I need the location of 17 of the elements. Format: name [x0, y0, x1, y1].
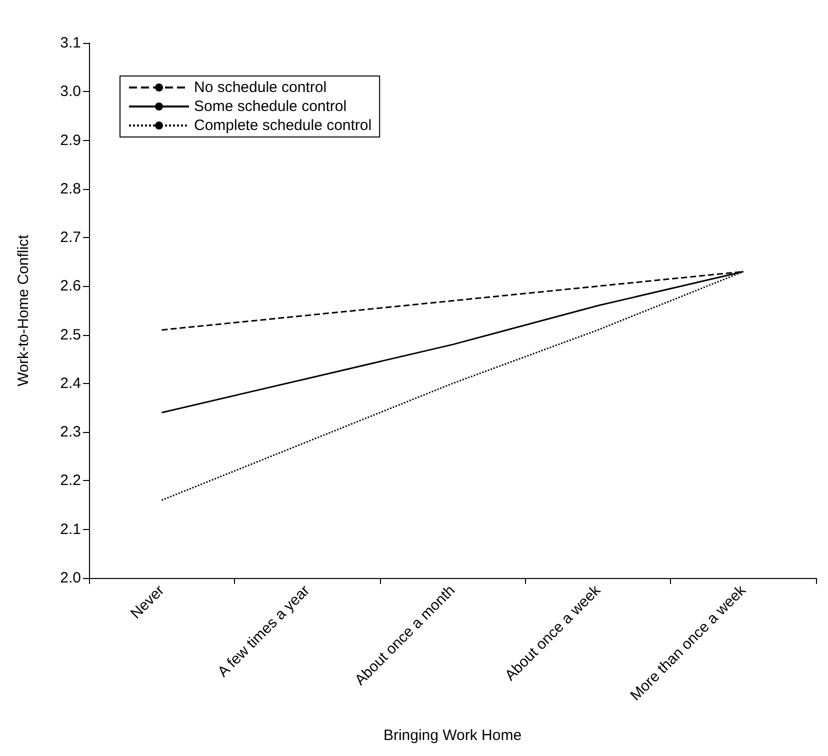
y-tick-label: 2.6 — [60, 278, 81, 295]
y-tick-label: 2.3 — [60, 424, 81, 441]
y-tick-label: 2.0 — [60, 570, 81, 586]
y-tick-label: 2.4 — [60, 374, 81, 392]
y-tick-label: 2.8 — [60, 180, 81, 198]
y-tick-label: 2.9 — [60, 132, 81, 149]
y-tick-label: 2.2 — [60, 472, 81, 490]
y-axis-title: Work-to-Home Conflict — [15, 234, 32, 386]
x-axis-title: Bringing Work Home — [383, 727, 522, 744]
y-tick-label: 3.0 — [60, 83, 81, 100]
y-tick-label: 2.1 — [60, 520, 81, 538]
legend-label: Complete schedule control — [194, 117, 372, 134]
y-tick-label: 3.1 — [60, 34, 81, 52]
y-tick-label: 2.5 — [60, 326, 81, 344]
legend-label: Some schedule control — [194, 98, 347, 115]
legend-label: No schedule control — [194, 79, 327, 96]
y-tick-label: 2.7 — [60, 229, 81, 246]
